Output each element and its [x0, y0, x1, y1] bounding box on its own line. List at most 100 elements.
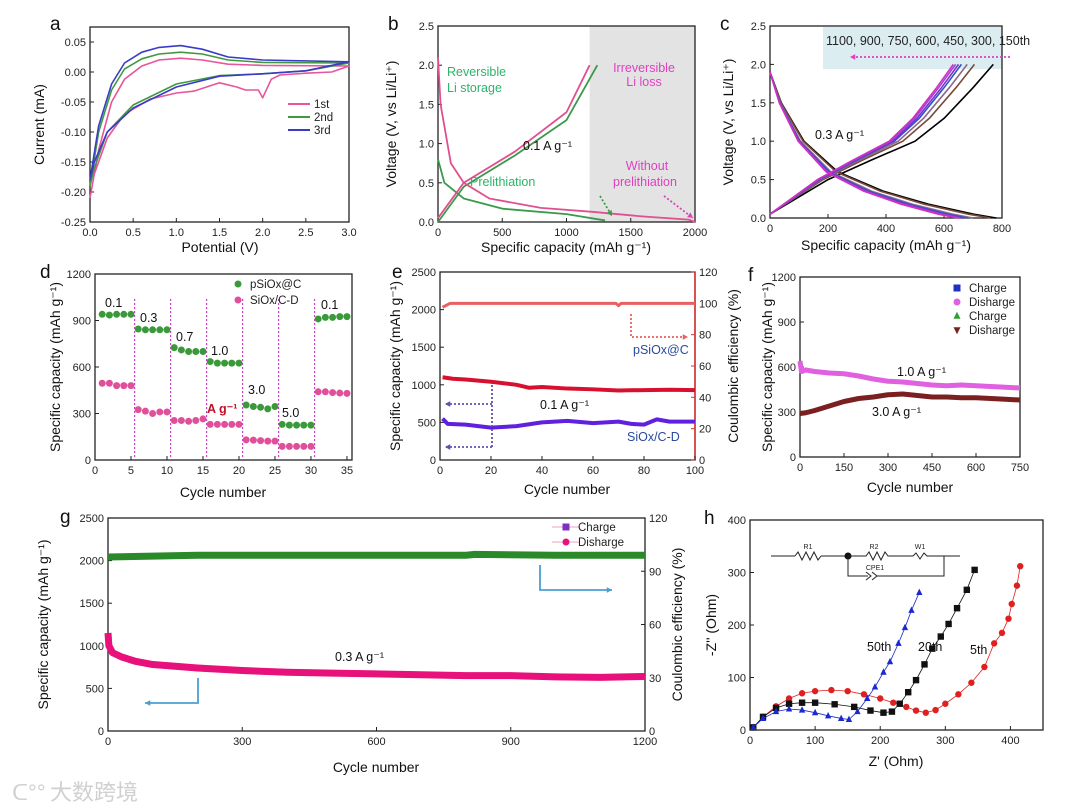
data-point-20th: [880, 709, 887, 716]
right-axis-arrow: [630, 314, 688, 338]
annotation: Prelithiation: [470, 175, 535, 189]
legend-label: Charge: [969, 311, 1007, 323]
series-group: [769, 63, 997, 219]
y-right-tick-label: 0: [699, 455, 705, 467]
annotation: 3.0 A g⁻¹: [872, 405, 921, 419]
x-tick-label: 60: [587, 465, 599, 477]
annotation: SiOx/C-D: [627, 430, 680, 444]
data-point-SiOx/C-D: [185, 417, 193, 425]
panel-f: 0 150 300 450 600 750 0 300 600 900 1200 f Cycle num…: [748, 265, 1029, 495]
y-tick-label: 2.5: [419, 21, 434, 33]
annotation: Li storage: [447, 81, 502, 95]
x-tick-label: 2.0: [255, 227, 270, 239]
data-point-5th: [860, 691, 868, 698]
data-point-SiOx/C-D: [213, 420, 221, 428]
legend-swatch: [953, 327, 961, 335]
data-point-5th: [998, 629, 1006, 637]
data-point-20th: [971, 566, 978, 574]
legend-swatch: [562, 523, 570, 531]
data-point-pSiOx@C: [163, 326, 171, 334]
x-tick-label: 1000: [554, 227, 578, 239]
y-tick-label: 0.05: [65, 37, 86, 49]
data-point-SiOx/C-D: [242, 436, 250, 444]
left-axis-arrow-top-head: [445, 401, 451, 407]
x-tick-label: 3.0: [341, 227, 356, 239]
data-point-pSiOx@C: [134, 325, 142, 333]
data-point-SiOx/C-D: [206, 420, 214, 428]
series-line-pSiOx@C: [442, 375, 696, 393]
data-point-50th: [824, 711, 832, 719]
x-tick-label: 0: [105, 736, 111, 748]
series-line-without-prelithiation-charge: [437, 64, 591, 219]
data-point-pSiOx@C: [249, 403, 257, 411]
legend-swatch: [953, 284, 961, 292]
y-tick-label: 2000: [412, 305, 436, 317]
panel-c: 0 200 400 600 800 0.0 0.5 1.0 1.5 2.0 2.5 c Specific…: [720, 14, 1030, 253]
x-tick-label: 10: [161, 465, 173, 477]
data-point-5th: [811, 687, 819, 695]
y-axis-title: Voltage (V, vs Li/Li⁺): [720, 59, 736, 186]
data-point-5th: [922, 709, 929, 716]
data-point-SiOx/C-D: [228, 420, 236, 428]
nyquist-line-50th: [752, 592, 920, 728]
data-point-50th: [854, 707, 861, 715]
data-point-pSiOx@C: [149, 326, 157, 334]
data-point-SiOx/C-D: [127, 382, 135, 390]
circuit-wire: [847, 556, 868, 577]
data-point-20th: [888, 708, 896, 715]
panel-letter: d: [40, 262, 51, 283]
data-point-pSiOx@C: [105, 311, 113, 319]
data-point-SiOx/C-D: [235, 420, 243, 428]
x-tick-label: 600: [367, 736, 385, 748]
y-tick-label: 1500: [412, 342, 436, 354]
discharge-curve-300th: [769, 71, 991, 219]
data-point-pSiOx@C: [177, 346, 185, 354]
resistor-r1-icon: [794, 550, 822, 562]
x-tick-label: 100: [806, 735, 824, 747]
data-point-SiOx/C-D: [278, 442, 286, 450]
x-tick-label: 1.0: [169, 227, 184, 239]
x-tick-label: 400: [877, 223, 895, 235]
data-point-pSiOx@C: [98, 310, 106, 318]
series-group: [797, 360, 1021, 416]
data-point-5th: [890, 699, 897, 706]
data-point-20th: [831, 701, 838, 708]
data-point-pSiOx@C: [156, 326, 164, 334]
left-axis-arrow-head: [145, 700, 151, 706]
data-point-20th: [850, 703, 858, 711]
x-axis-title: Specific capacity (mAh g⁻¹): [801, 237, 971, 253]
y-axis-title: Specific capacity (mAh g⁻¹): [387, 281, 403, 451]
y-tick-label: 2.5: [751, 21, 766, 33]
x-tick-label: 35: [341, 465, 353, 477]
left-axis-arrow: [145, 678, 199, 704]
x-tick-label: 0: [767, 223, 773, 235]
y-tick-label: -0.25: [61, 217, 86, 229]
y-tick-label: 1.5: [419, 99, 434, 111]
data-point-50th: [811, 708, 819, 716]
y-tick-label: 1500: [80, 598, 104, 610]
series-line-1.0-A-g-1-Disharge: [797, 360, 1021, 391]
panel-e: 0 20 40 60 80 1000500100015002000250002040608…: [387, 262, 741, 497]
y-tick-label: -0.10: [61, 127, 86, 139]
y-tick-label: 600: [73, 362, 91, 374]
series-line-3rd: [89, 44, 350, 181]
y-tick-label: 500: [418, 417, 436, 429]
data-point-SiOx/C-D: [249, 436, 257, 444]
y-tick-label: -0.15: [61, 157, 86, 169]
data-point-SiOx/C-D: [156, 408, 164, 416]
data-point-5th: [942, 700, 949, 707]
series-line-prelithiated-discharge: [437, 159, 606, 222]
data-point-pSiOx@C: [185, 348, 193, 355]
data-point-20th: [929, 645, 936, 652]
y-right-tick-label: 60: [699, 361, 711, 373]
y-axis-title: -Z'' (Ohm): [703, 594, 719, 656]
equivalent-circuit-inset: R1 R2 W1 CPE1: [771, 544, 960, 581]
without-prelithiation-arrow-head: [687, 212, 693, 218]
right-axis-arrow: [539, 565, 612, 591]
data-point-pSiOx@C: [199, 348, 207, 355]
y-right-tick-label: 100: [699, 298, 717, 310]
y-axis-title: Specific capacity (mAh g⁻¹): [35, 540, 51, 710]
data-point-50th: [916, 588, 923, 596]
legend-label: Disharge: [578, 537, 624, 549]
data-point-50th: [871, 683, 879, 690]
